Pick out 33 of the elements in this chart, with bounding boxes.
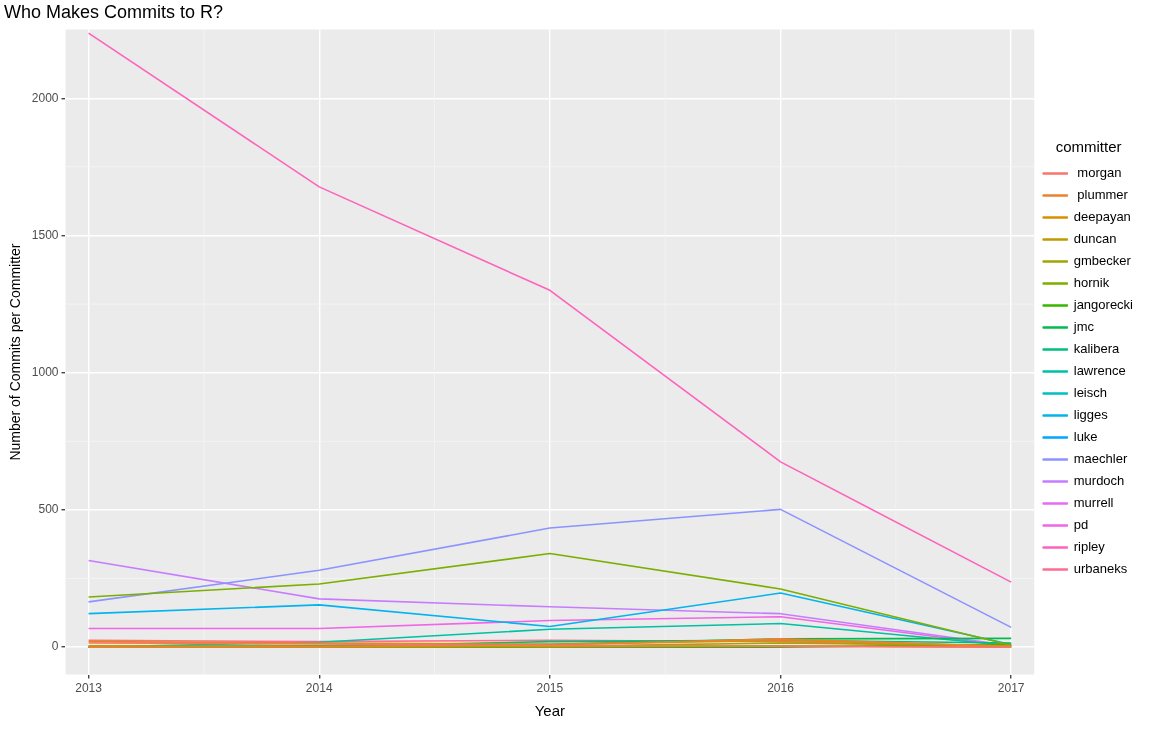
legend-label: deepayan (1073, 209, 1131, 225)
y-tick-label: 1500 (31, 227, 59, 242)
legend-label: jangorecki (1072, 297, 1134, 313)
legend-label: kalibera (1073, 341, 1121, 357)
x-axis-title: Year (534, 702, 566, 720)
y-tick-label: 0 (51, 639, 59, 654)
legend-label: hornik (1073, 275, 1110, 291)
x-tick-label: 2016 (767, 681, 795, 696)
y-axis-title: Number of Commits per Committer (7, 243, 24, 461)
legend-label: plummer (1073, 187, 1129, 203)
legend-label: ligges (1073, 407, 1109, 423)
y-tick-label: 2000 (31, 90, 59, 105)
y-tick-label: 1000 (31, 365, 59, 379)
legend-label: ripley (1073, 539, 1106, 555)
legend-label: lawrence (1073, 363, 1126, 379)
legend-label: morgan (1073, 165, 1122, 181)
x-tick-label: 2017 (997, 681, 1025, 696)
legend-label: murdoch (1073, 473, 1125, 489)
legend-label: maechler (1073, 451, 1128, 467)
legend-label: jmc (1072, 319, 1095, 335)
legend-title: committer (1055, 137, 1122, 155)
chart-title: Who Makes Commits to R? (4, 1, 224, 22)
y-tick-label: 500 (38, 502, 59, 517)
legend-label: gmbecker (1073, 253, 1132, 269)
legend-label: duncan (1073, 231, 1117, 247)
legend-label: murrell (1073, 495, 1114, 511)
x-tick-label: 2015 (536, 681, 564, 696)
x-tick-label: 2013 (75, 681, 103, 696)
legend-label: pd (1073, 517, 1089, 533)
x-tick-label: 2014 (305, 681, 333, 696)
legend-label: urbaneks (1073, 561, 1128, 577)
legend-label: leisch (1073, 385, 1107, 401)
legend-label: luke (1073, 429, 1098, 445)
